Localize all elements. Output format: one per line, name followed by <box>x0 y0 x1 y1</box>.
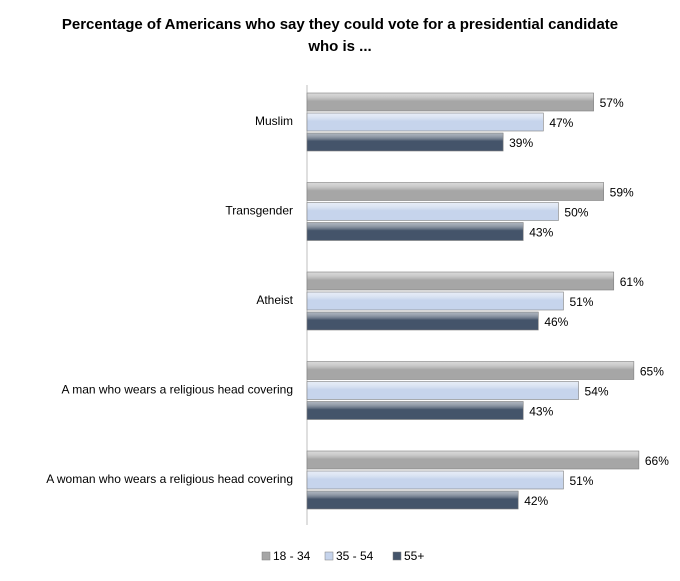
data-label: 65% <box>640 365 664 379</box>
legend-swatch <box>392 551 402 561</box>
bar-shine <box>306 401 524 420</box>
bar-shine <box>306 470 564 490</box>
data-label: 59% <box>610 186 634 200</box>
bar-shine <box>306 202 559 221</box>
bar-shine <box>306 222 524 241</box>
data-label: 51% <box>569 295 593 309</box>
data-label: 43% <box>529 226 553 240</box>
y-tick-label: Atheist <box>256 293 293 307</box>
y-tick-label: Muslim <box>255 114 293 128</box>
bar-shine <box>306 132 504 152</box>
data-label: 57% <box>600 96 624 110</box>
data-label: 47% <box>549 116 573 130</box>
data-label: 39% <box>509 136 533 150</box>
bar-shine <box>306 112 544 132</box>
bar-shine <box>306 311 539 331</box>
legend-swatch <box>261 551 271 561</box>
y-tick-label: A man who wears a religious head coverin… <box>62 383 293 397</box>
legend-label: 35 - 54 <box>336 549 374 563</box>
data-label: 42% <box>524 494 548 508</box>
data-label: 54% <box>585 385 609 399</box>
y-tick-label: A woman who wears a religious head cover… <box>46 472 293 486</box>
bar-shine <box>306 450 640 470</box>
data-label: 43% <box>529 405 553 419</box>
bar-shine <box>306 92 594 112</box>
y-tick-label: Transgender <box>225 204 293 218</box>
bar-shine <box>306 361 635 380</box>
legend-swatch <box>324 551 334 561</box>
bar-shine <box>306 381 579 400</box>
data-label: 61% <box>620 275 644 289</box>
bar-shine <box>306 490 519 510</box>
legend-label: 55+ <box>404 549 424 563</box>
bar-shine <box>306 271 615 291</box>
bar-shine <box>306 182 604 201</box>
data-label: 50% <box>564 206 588 220</box>
legend-label: 18 - 34 <box>273 549 311 563</box>
data-label: 46% <box>544 315 568 329</box>
chart-title: Percentage of Americans who say they cou… <box>61 16 619 55</box>
data-label: 51% <box>569 474 593 488</box>
bar-shine <box>306 291 564 311</box>
data-label: 66% <box>645 454 669 468</box>
